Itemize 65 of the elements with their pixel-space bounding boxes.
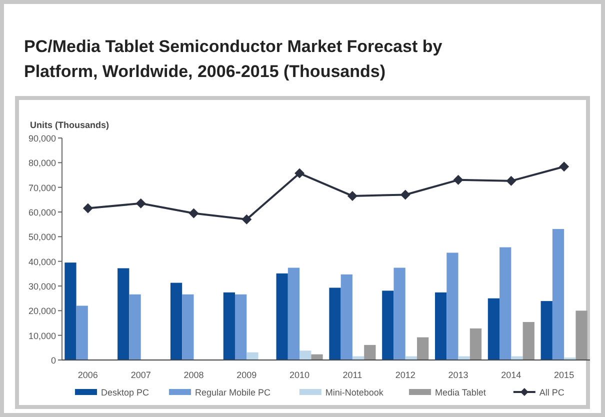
- chart-title: PC/Media Tablet Semiconductor Market Forecast by Platform, Worldwide, 2006-2015 (Thousands): [24, 37, 443, 81]
- bar: [76, 306, 88, 360]
- legend-label: All PC: [539, 388, 565, 398]
- bar: [288, 268, 300, 360]
- y-axis-title: Units (Thousands): [30, 120, 109, 130]
- point: [82, 203, 93, 214]
- point: [506, 176, 516, 186]
- legend-label: Media Tablet: [435, 388, 486, 398]
- point: [136, 198, 146, 208]
- bar: [118, 268, 130, 360]
- y-tick-label: 60,000: [28, 208, 56, 218]
- x-tick-label: 2013: [448, 370, 468, 380]
- x-tick-label: 2007: [130, 370, 151, 380]
- legend-label: Regular Mobile PC: [195, 388, 272, 398]
- bar: [417, 337, 429, 360]
- point: [453, 174, 464, 185]
- y-tick-label: 20,000: [28, 306, 56, 316]
- bar: [340, 274, 352, 360]
- x-tick-label: 2008: [184, 370, 204, 380]
- legend-label: Mini-Notebook: [325, 388, 384, 398]
- bar: [540, 301, 552, 360]
- x-tick-label: 2006: [78, 370, 98, 380]
- bar: [434, 292, 447, 360]
- bar: [576, 310, 588, 360]
- x-tick-label: 2011: [342, 370, 362, 380]
- x-tick-label: 2014: [501, 370, 522, 380]
- bar: [311, 354, 323, 360]
- y-tick-label: 40,000: [28, 256, 56, 267]
- bar: [552, 229, 564, 360]
- x-tick-label: 2009: [236, 370, 257, 380]
- bar: [382, 290, 394, 360]
- x-tick-label: 2010: [290, 370, 310, 380]
- bar: [470, 328, 482, 360]
- bar: [488, 298, 500, 360]
- bar: [129, 294, 141, 360]
- bar: [276, 273, 288, 360]
- bar: [182, 294, 194, 360]
- bar: [246, 352, 258, 360]
- legend-label: Desktop PC: [101, 388, 150, 398]
- y-tick-label: 90,000: [28, 134, 56, 144]
- bar: [394, 268, 406, 360]
- bar: [364, 344, 376, 360]
- point: [242, 214, 252, 224]
- y-tick-label: 80,000: [28, 158, 56, 168]
- point: [188, 208, 199, 218]
- bar: [329, 288, 341, 360]
- bar: [522, 322, 534, 360]
- y-tick-label: 50,000: [28, 232, 56, 242]
- y-tick-label: 0: [50, 356, 56, 366]
- x-tick-label: 2015: [554, 370, 574, 380]
- point: [559, 162, 570, 172]
- y-tick-label: 30,000: [28, 282, 56, 292]
- bar: [64, 262, 76, 360]
- bar: [500, 247, 512, 360]
- bar: [300, 350, 312, 360]
- bar: [170, 282, 182, 360]
- point: [400, 190, 410, 200]
- bar: [235, 294, 247, 360]
- bar: [446, 252, 458, 360]
- bar: [223, 292, 235, 360]
- point: [347, 190, 358, 201]
- x-tick-label: 2012: [395, 370, 416, 380]
- y-tick-label: 70,000: [28, 182, 56, 193]
- y-tick-label: 10,000: [28, 330, 56, 341]
- point: [294, 168, 305, 178]
